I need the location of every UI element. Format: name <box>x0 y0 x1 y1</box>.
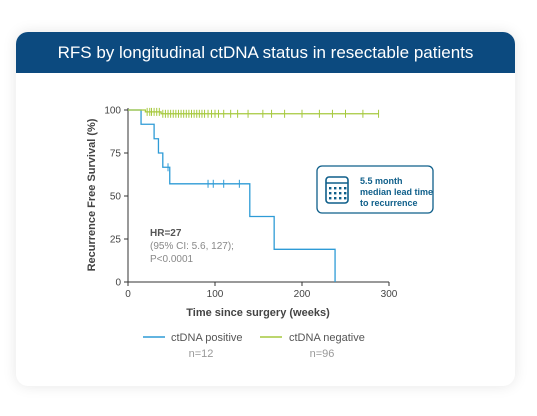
legend-item-negative: ctDNA negative n=96 <box>260 332 365 360</box>
calendar-dot <box>334 197 337 200</box>
callout-line-1: 5.5 month <box>360 176 403 186</box>
ticks: 0 25 50 75 100 0 100 200 300 <box>104 106 397 301</box>
calendar-dot <box>344 187 347 190</box>
y-axis-label: Recurrence Free Survival (%) <box>86 118 98 271</box>
callout-line-3: to recurrence <box>360 198 418 208</box>
lead-time-callout: 5.5 month median lead time to recurrence <box>316 165 434 214</box>
survival-curve-ctdna-negative <box>128 109 379 115</box>
calendar-dot <box>344 192 347 195</box>
calendar-dot <box>329 187 332 190</box>
y-tick-label: 100 <box>104 106 121 117</box>
callout-line-2: median lead time <box>360 187 433 197</box>
x-axis-label: Time since surgery (weeks) <box>186 307 330 319</box>
legend-label-positive: ctDNA positive <box>171 332 243 344</box>
axes <box>127 108 389 283</box>
hr-annotation: HR=27 (95% CI: 5.6, 127); P<0.0001 <box>150 228 234 265</box>
calendar-dot <box>329 192 332 195</box>
calendar-dot <box>339 197 342 200</box>
hr-ci: (95% CI: 5.6, 127); <box>150 241 234 252</box>
x-tick-label: 300 <box>381 289 398 300</box>
x-tick-label: 100 <box>207 289 224 300</box>
calendar-dot <box>339 192 342 195</box>
legend-item-positive: ctDNA positive n=12 <box>143 332 243 360</box>
x-tick-label: 0 <box>125 289 131 300</box>
y-tick-label: 50 <box>110 192 122 203</box>
calendar-dot <box>334 192 337 195</box>
hr-pvalue: P<0.0001 <box>150 254 194 265</box>
calendar-dot <box>334 187 337 190</box>
y-tick-label: 75 <box>110 149 122 160</box>
survival-curve-ctdna-positive <box>128 109 336 282</box>
y-tick-label: 0 <box>115 278 121 289</box>
calendar-dot <box>339 187 342 190</box>
calendar-dot <box>344 197 347 200</box>
calendar-dot <box>329 197 332 200</box>
chart-title: RFS by longitudinal ctDNA status in rese… <box>57 42 474 62</box>
y-tick-label: 25 <box>110 235 122 246</box>
plot-area <box>128 107 380 282</box>
legend-n-negative: n=96 <box>310 348 335 360</box>
legend-label-negative: ctDNA negative <box>289 332 365 344</box>
calendar-icon <box>325 176 349 204</box>
legend-n-positive: n=12 <box>189 348 214 360</box>
chart-header: RFS by longitudinal ctDNA status in rese… <box>16 32 515 73</box>
hr-value: HR=27 <box>150 228 182 239</box>
x-tick-label: 200 <box>294 289 311 300</box>
legend: ctDNA positive n=12 ctDNA negative n=96 <box>143 332 365 360</box>
